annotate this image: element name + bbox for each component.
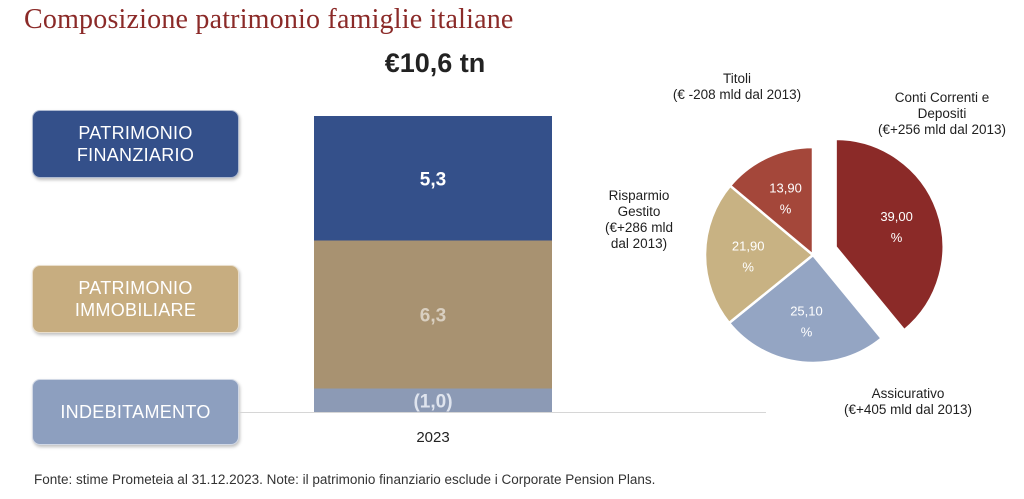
pie-slice-assicurativo [727,253,884,365]
pie-label-titoli: Titoli (€ -208 mld dal 2013) [672,71,802,102]
legend-patrimonio-finanziario: PATRIMONIO FINANZIARIO [32,110,239,178]
total-value: €10,6 tn [384,48,486,78]
pie-label-assicurativo: Assicurativo (€+405 mld dal 2013) [844,386,972,417]
bar-patrimonio-finanziario [314,116,552,241]
source-note: Fonte: stime Prometeia al 31.12.2023. No… [34,472,656,487]
pie-value-risparmio-gestito: 21,90% [732,238,765,274]
pie-value-titoli: 13,90% [769,180,802,216]
bar-value-patrimonio-finanziario: 5,3 [420,169,446,190]
pie-slice-titoli [728,145,815,258]
pie-value-assicurativo: 25,10% [790,303,823,339]
pie-slice-conti-correnti [834,137,945,333]
pie-value-conti-correnti: 39,00% [880,209,913,245]
bar-patrimonio-immobiliare [314,240,552,389]
bar-value-indebitamento: (1,0) [413,391,452,412]
legend-patrimonio-immobiliare: PATRIMONIO IMMOBILIARE [32,265,239,333]
chart-title: Composizione patrimonio famiglie italian… [24,4,514,35]
bar-value-patrimonio-immobiliare: 6,3 [420,306,446,327]
pie-slice-risparmio-gestito [703,183,815,325]
legend-indebitamento: INDEBITAMENTO [32,379,239,445]
pie-label-conti-correnti: Conti Correnti e Depositi (€+256 mld dal… [878,90,1006,137]
bar-indebitamento [314,388,552,412]
pie-label-risparmio-gestito: Risparmio Gestito (€+286 mld dal 2013) [605,188,673,251]
x-tick-label: 2023 [416,429,449,446]
